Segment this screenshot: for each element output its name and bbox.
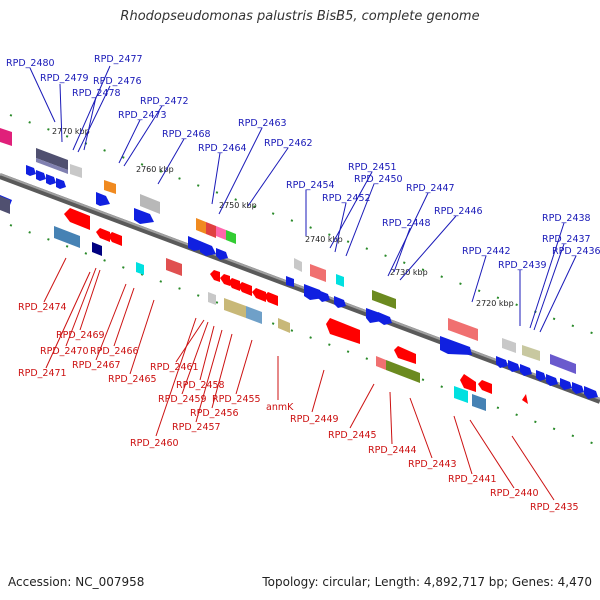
gene-label: RPD_2469 — [56, 330, 105, 341]
gene-label: RPD_2444 — [368, 445, 417, 456]
top-labels: RPD_2480 RPD_2477 RPD_2479 RPD_2476 RPD_… — [6, 54, 600, 271]
bottom-labels: RPD_2474 RPD_2469 RPD_2470 RPD_2466 RPD_… — [18, 302, 579, 513]
kbp-label: 2750 kbp — [219, 201, 257, 210]
gene-label: RPD_2476 — [93, 76, 142, 87]
gene-label: RPD_2466 — [90, 346, 139, 357]
gene-label: RPD_2478 — [72, 88, 121, 99]
gene-label: RPD_2472 — [140, 96, 189, 107]
gene-label: RPD_2470 — [40, 346, 89, 357]
gene-label: RPD_2455 — [212, 394, 261, 405]
gene-label: RPD_2438 — [542, 213, 591, 224]
leaders-top — [29, 65, 577, 333]
gene-label: RPD_2463 — [238, 118, 287, 129]
arrows-top — [0, 165, 598, 399]
gene-label: RPD_2462 — [264, 138, 313, 149]
gene-label: RPD_2445 — [328, 430, 377, 441]
kbp-label: 2730 kbp — [390, 268, 428, 277]
gene-label: RPD_2447 — [406, 183, 455, 194]
gene-label: RPD_2452 — [322, 193, 371, 204]
gene-label: RPD_2474 — [18, 302, 67, 313]
gene-label: RPD_2461 — [150, 362, 199, 373]
gene-label: RPD_2446 — [434, 206, 483, 217]
gene-label: RPD_2471 — [18, 368, 67, 379]
gene-label: RPD_2468 — [162, 129, 211, 140]
gene-label: RPD_2457 — [172, 422, 221, 433]
gene-label: RPD_2465 — [108, 374, 157, 385]
gene-label: RPD_2458 — [176, 380, 225, 391]
arrows-bottom — [64, 208, 528, 404]
gene-label: RPD_2450 — [354, 174, 403, 185]
gene-label: RPD_2451 — [348, 162, 397, 173]
gene-label: RPD_2448 — [382, 218, 431, 229]
kbp-label: 2770 kbp — [52, 127, 90, 136]
gene-label: anmK — [266, 402, 294, 413]
kbp-label: 2720 kbp — [476, 299, 514, 308]
gene-label: RPD_2441 — [448, 474, 497, 485]
kbp-label: 2740 kbp — [305, 235, 343, 244]
gene-label: RPD_2435 — [530, 502, 579, 513]
gene-label: RPD_2459 — [158, 394, 207, 405]
gene-label: RPD_2473 — [118, 110, 167, 121]
gene-label: RPD_2440 — [490, 488, 539, 499]
gene-label: RPD_2480 — [6, 58, 55, 69]
gene-label: RPD_2439 — [498, 260, 547, 271]
gene-label: RPD_2479 — [40, 73, 89, 84]
gene-label: RPD_2449 — [290, 414, 339, 425]
gene-label: RPD_2454 — [286, 180, 335, 191]
gene-label: RPD_2460 — [130, 438, 179, 449]
topology-label: Topology: circular; Length: 4,892,717 bp… — [262, 575, 592, 589]
genes-top — [0, 128, 576, 374]
gene-label: RPD_2464 — [198, 143, 247, 154]
kbp-label: 2760 kbp — [136, 165, 174, 174]
gene-label: RPD_2456 — [190, 408, 239, 419]
gene-label: RPD_2436 — [552, 246, 600, 257]
gene-label: RPD_2437 — [542, 234, 591, 245]
kbp-markers: 2770 kbp 2760 kbp 2750 kbp 2740 kbp 2730… — [52, 127, 514, 308]
gene-label: RPD_2442 — [462, 246, 511, 257]
gene-label: RPD_2467 — [72, 360, 121, 371]
accession-label: Accession: NC_007958 — [8, 575, 145, 589]
tick-rows — [9, 114, 600, 447]
gene-label: RPD_2443 — [408, 459, 457, 470]
genes-bottom — [0, 196, 486, 411]
genome-title: Rhodopseudomonas palustris BisB5, comple… — [120, 9, 480, 24]
leaders-bottom — [43, 257, 555, 501]
gene-label: RPD_2477 — [94, 54, 143, 65]
